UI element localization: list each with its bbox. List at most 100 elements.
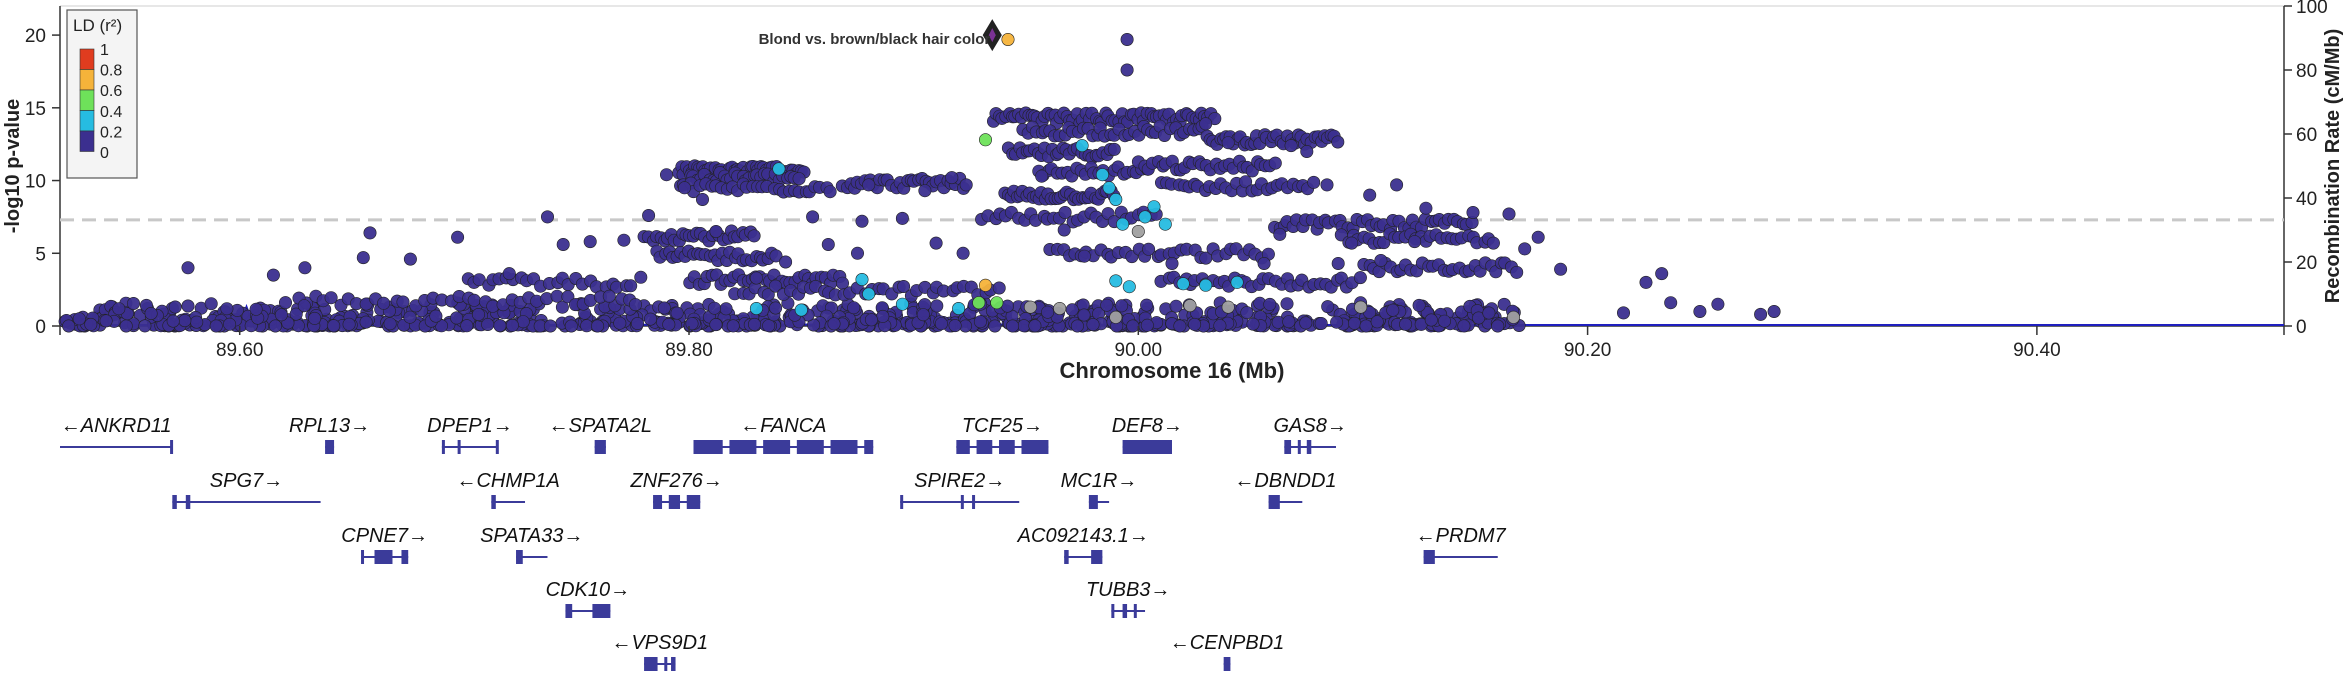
- gene-exon: [172, 495, 177, 509]
- lead-snp-core: [988, 28, 996, 43]
- snp-point: [707, 301, 721, 315]
- y-tick-label-right: 40: [2296, 189, 2317, 210]
- snp-point: [266, 268, 280, 282]
- snp-point: [403, 252, 417, 266]
- snp-point: [278, 296, 292, 310]
- snp-point: [274, 308, 288, 322]
- snp-point-ld: [1183, 299, 1197, 313]
- gene-exon: [1111, 604, 1115, 618]
- y-tick-label-right: 80: [2296, 61, 2317, 82]
- snp-point: [827, 317, 841, 331]
- snp-point: [555, 300, 569, 314]
- snp-point: [1280, 297, 1294, 311]
- snp-point: [1028, 319, 1042, 333]
- snp-point: [988, 319, 1002, 333]
- snp-point: [806, 210, 820, 224]
- gene-label: ←PRDM7: [1416, 525, 1507, 547]
- snp-point: [659, 168, 673, 182]
- snp-point: [1321, 300, 1335, 314]
- gene-exon: [1133, 604, 1137, 618]
- gene-VPS9D1: ←VPS9D1: [611, 632, 708, 671]
- snp-point-ld: [1230, 275, 1244, 289]
- snp-point: [1070, 319, 1084, 333]
- snp-point: [1058, 206, 1072, 220]
- gene-exon: [796, 440, 824, 454]
- snp-point: [308, 311, 322, 325]
- snp-point: [429, 309, 443, 323]
- snp-point: [181, 299, 195, 313]
- snp-point: [876, 309, 890, 323]
- snp-point: [948, 319, 962, 333]
- snp-point-ld: [1109, 193, 1123, 207]
- snp-point: [685, 317, 699, 331]
- snp-point: [945, 171, 959, 185]
- snp-point: [1314, 316, 1328, 330]
- snp-point: [862, 178, 876, 192]
- gene-label: TCF25→: [962, 415, 1043, 437]
- gene-exon: [1122, 604, 1128, 618]
- snp-point: [72, 312, 86, 326]
- snp-point: [762, 319, 776, 333]
- snp-point-ld: [1122, 280, 1136, 294]
- snp-point: [642, 209, 656, 223]
- snp-point: [1412, 298, 1426, 312]
- snp-point: [1307, 175, 1321, 189]
- snp-point: [359, 315, 373, 329]
- gene-label: ←CENPBD1: [1170, 632, 1284, 654]
- snp-point: [580, 319, 594, 333]
- snp-point: [709, 225, 723, 239]
- snp-point: [1399, 317, 1413, 331]
- snp-point: [1240, 306, 1254, 320]
- snp-point: [1282, 315, 1296, 329]
- snp-point: [1767, 304, 1781, 318]
- snp-point: [1491, 319, 1505, 333]
- snp-point: [220, 302, 234, 316]
- snp-point: [1374, 254, 1388, 268]
- snp-point: [1348, 316, 1362, 330]
- gene-label: CDK10→: [546, 579, 630, 601]
- snp-point-ld: [895, 297, 909, 311]
- legend-label: 0: [100, 145, 109, 162]
- snp-point: [1353, 271, 1367, 285]
- snp-point-ld: [1138, 210, 1152, 224]
- legend-swatch: [79, 130, 95, 152]
- snp-point: [934, 317, 948, 331]
- snp-point: [181, 261, 195, 275]
- snp-point: [1617, 306, 1631, 320]
- snp-point: [1065, 303, 1079, 317]
- snp-point: [1035, 169, 1049, 183]
- snp-point: [1639, 275, 1653, 289]
- y-tick-label-left: 10: [25, 172, 46, 193]
- snp-point: [1169, 299, 1183, 313]
- snp-point: [630, 316, 644, 330]
- snp-point: [769, 301, 783, 315]
- snp-point: [1284, 139, 1298, 153]
- snp-point: [356, 251, 370, 265]
- gene-exon: [668, 495, 681, 509]
- legend-label: 0.8: [100, 63, 122, 80]
- snp-point: [897, 279, 911, 293]
- gene-label: SPATA33→: [480, 525, 583, 547]
- snp-point-ld: [1147, 200, 1161, 214]
- snp-point: [602, 289, 616, 303]
- snp-point: [1299, 316, 1313, 330]
- snp-point: [719, 302, 733, 316]
- gene-exon: [693, 440, 723, 454]
- gene-SPIRE2: SPIRE2→: [900, 470, 1020, 509]
- gene-exon: [1091, 550, 1103, 564]
- snp-point: [1711, 297, 1725, 311]
- snp-point: [1363, 188, 1377, 202]
- snp-point: [493, 319, 507, 333]
- snp-point: [1199, 117, 1213, 131]
- gene-CHMP1A: ←CHMP1A: [456, 470, 560, 509]
- snp-point: [918, 184, 932, 198]
- snp-point: [1263, 297, 1277, 311]
- gene-AC092143.1: AC092143.1→: [1017, 525, 1149, 564]
- y-tick-label-left: 20: [25, 26, 46, 47]
- gene-SPG7: SPG7→: [172, 470, 321, 509]
- snp-point: [847, 301, 861, 315]
- gene-exon: [972, 495, 976, 509]
- gene-exon: [1064, 550, 1069, 564]
- snp-point: [1424, 313, 1438, 327]
